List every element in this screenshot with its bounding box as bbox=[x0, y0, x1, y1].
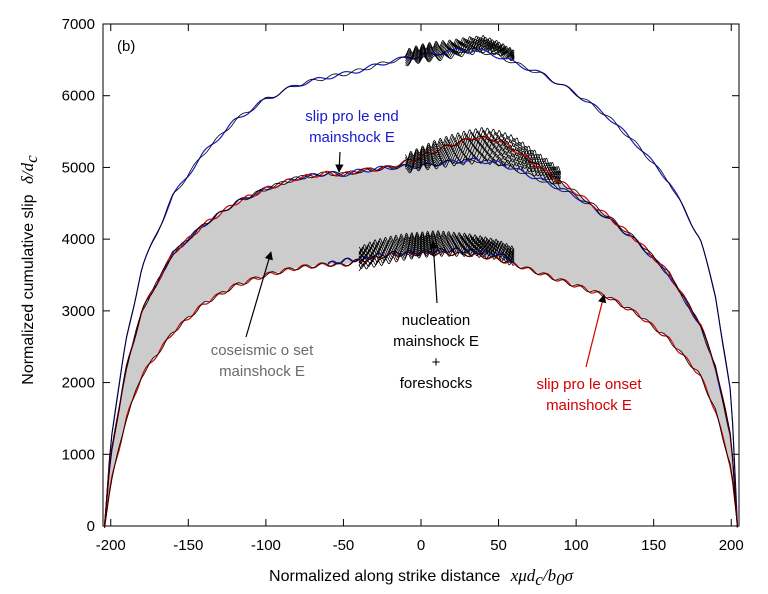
x-tick-label: -100 bbox=[251, 537, 281, 554]
nucleation-line bbox=[358, 230, 515, 253]
nucleation-line bbox=[358, 233, 515, 256]
y-tick-label: 1000 bbox=[62, 446, 95, 463]
x-axis-label: Normalized along strike distance xμdc/b0… bbox=[269, 566, 574, 589]
x-tick-label: 200 bbox=[719, 537, 744, 554]
y-axis-label: Normalized cumulative slip δ/dc bbox=[18, 155, 41, 385]
coseismic-offset-area bbox=[104, 137, 738, 526]
annotation-end-line: mainshock E bbox=[309, 129, 395, 146]
series-inner-black bbox=[104, 251, 738, 527]
annotation-end-line: slip pro le end bbox=[305, 108, 398, 125]
y-tick-label: 4000 bbox=[62, 231, 95, 248]
x-tick-label: 100 bbox=[564, 537, 589, 554]
nucleation-line bbox=[405, 143, 561, 180]
panel-label: (b) bbox=[117, 38, 135, 55]
y-tick-label: 7000 bbox=[62, 16, 95, 33]
annotation-nucleation-line: + bbox=[432, 354, 441, 371]
annotation-onset-line: mainshock E bbox=[546, 397, 632, 414]
chart-marks bbox=[104, 35, 738, 529]
y-tick-label: 2000 bbox=[62, 375, 95, 392]
nucleation-line bbox=[405, 35, 515, 56]
annotation-arrow bbox=[429, 240, 438, 304]
nucleation-line bbox=[405, 39, 515, 58]
annotation-arrow bbox=[335, 151, 344, 173]
x-tick-label: -50 bbox=[333, 537, 355, 554]
annotation-nucleation-line: nucleation bbox=[402, 312, 470, 329]
series-outer-black bbox=[104, 47, 738, 528]
x-tick-label: -150 bbox=[173, 537, 203, 554]
nucleation-line bbox=[405, 135, 561, 176]
x-tick-label: 0 bbox=[417, 537, 425, 554]
x-tick-label: -200 bbox=[96, 537, 126, 554]
annotation-coseismic-line: mainshock E bbox=[219, 363, 305, 380]
y-tick-label: 5000 bbox=[62, 159, 95, 176]
annotation-nucleation-line: mainshock E bbox=[393, 333, 479, 350]
y-tick-label: 6000 bbox=[62, 88, 95, 105]
annotation-arrow bbox=[245, 251, 273, 338]
annotation-onset-line: slip pro le onset bbox=[536, 376, 642, 393]
nucleation-line bbox=[405, 146, 561, 183]
nucleation-line bbox=[405, 127, 561, 174]
nucleation-line bbox=[405, 149, 561, 185]
x-tick-label: 150 bbox=[641, 537, 666, 554]
nucleation-line bbox=[358, 232, 515, 255]
annotation-nucleation-line: foreshocks bbox=[400, 375, 473, 392]
series-middle-onset-black bbox=[104, 135, 738, 528]
series-inner-top-black bbox=[327, 247, 515, 265]
y-tick-label: 3000 bbox=[62, 303, 95, 320]
annotations: slip pro le end mainshock E coseismic o se… bbox=[211, 108, 643, 414]
axis-ticks: -200 -150 -100 -50 0 50 100 150 2000100020003000… bbox=[62, 16, 744, 554]
y-tick-label: 0 bbox=[87, 518, 95, 535]
annotation-coseismic-line: coseismic o set bbox=[211, 342, 314, 359]
annotation-arrow bbox=[585, 294, 607, 368]
nucleation-line bbox=[405, 37, 515, 58]
nucleation-line bbox=[405, 132, 561, 176]
x-tick-label: 50 bbox=[490, 537, 507, 554]
